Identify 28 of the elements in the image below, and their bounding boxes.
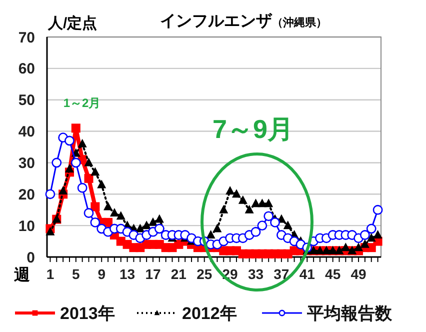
y-tick-label: 40 (18, 124, 35, 141)
annotation: 1～2月 (63, 96, 101, 110)
x-tick-label: 37 (274, 266, 290, 282)
x-tick-label: 13 (120, 266, 136, 282)
chart-subtitle: （沖縄県） (272, 16, 327, 29)
y-tick-label: 10 (18, 218, 35, 235)
x-tick-label: 1 (46, 266, 54, 282)
x-tick-label: 5 (72, 266, 80, 282)
y-axis-title: 人/定点 (47, 14, 98, 32)
legend-label: 2012年 (182, 304, 237, 323)
x-tick-label: 33 (248, 266, 264, 282)
x-tick-label: 25 (196, 266, 212, 282)
x-tick-label: 9 (98, 266, 106, 282)
y-tick-label: 0 (26, 249, 35, 266)
annotation: 7～9月 (212, 114, 294, 144)
legend-label: 平均報告数 (306, 304, 393, 323)
y-tick-label: 30 (18, 154, 35, 172)
x-tick-label: 41 (299, 266, 316, 282)
x-tick-label: 17 (145, 266, 161, 282)
y-tick-label: 60 (18, 60, 35, 78)
x-axis-title: 週 (13, 266, 31, 284)
legend-label: 2013年 (60, 304, 115, 323)
x-tick-label: 49 (350, 266, 367, 282)
y-tick-label: 50 (18, 92, 35, 110)
x-tick-label: 45 (325, 266, 341, 282)
y-tick-label: 70 (18, 29, 35, 46)
x-tick-label: 21 (170, 266, 187, 282)
y-tick-label: 20 (18, 186, 35, 204)
